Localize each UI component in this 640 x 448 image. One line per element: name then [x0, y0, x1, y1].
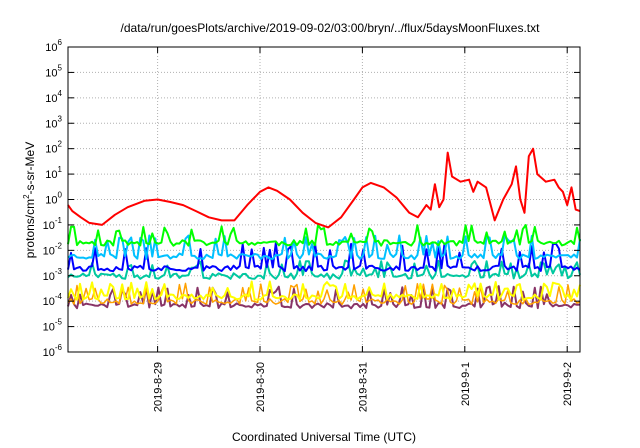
y-axis-label: protons/cm2-s-sr-MeV	[22, 142, 37, 258]
series-line	[67, 280, 581, 301]
series-line	[67, 242, 581, 273]
x-tick-label: 2019-8-30	[255, 362, 267, 412]
y-tick-label: 10-5	[43, 318, 63, 334]
series-line	[67, 259, 581, 280]
y-tick-label: 106	[45, 38, 62, 54]
x-tick-label: 2019-9-2	[562, 362, 574, 406]
y-tick-label: 10-3	[43, 267, 63, 283]
series-line	[67, 234, 581, 261]
y-tick-label: 100	[45, 191, 62, 207]
x-tick-label: 2019-8-29	[153, 362, 165, 412]
x-axis-ticks: 2019-8-29 2019-8-30 2019-8-31 2019-9-1 2019-…	[153, 47, 574, 412]
y-tick-label: 10-1	[43, 216, 63, 232]
y-tick-label: 101	[45, 165, 62, 181]
x-tick-label: 2019-8-31	[357, 362, 369, 412]
y-tick-label: 105	[45, 63, 62, 79]
y-tick-label: 103	[45, 114, 62, 130]
chart-title: /data/run/goesPlots/archive/2019-09-02/0…	[121, 21, 541, 35]
y-axis-label-rest: -s-sr-MeV	[23, 142, 37, 195]
y-tick-label: 104	[45, 89, 62, 105]
y-tick-label: 10-4	[43, 292, 63, 308]
grid-lines	[68, 47, 580, 352]
y-tick-label: 102	[45, 140, 62, 156]
series-line	[67, 147, 581, 229]
series-line	[67, 224, 581, 247]
y-axis-label-sup: 2	[22, 194, 31, 199]
data-series	[67, 147, 581, 310]
x-tick-label: 2019-9-1	[460, 362, 472, 406]
y-axis-label-base: protons/cm	[23, 199, 37, 258]
series-line	[67, 282, 581, 306]
x-axis-label: Coordinated Universal Time (UTC)	[232, 430, 416, 444]
y-tick-label: 10-6	[43, 343, 63, 359]
y-tick-label: 10-2	[43, 241, 63, 257]
y-axis-ticks: 10-6 10-5 10-4 10-3 10-2 10-1 100 101 102 103 104 1…	[43, 38, 580, 359]
